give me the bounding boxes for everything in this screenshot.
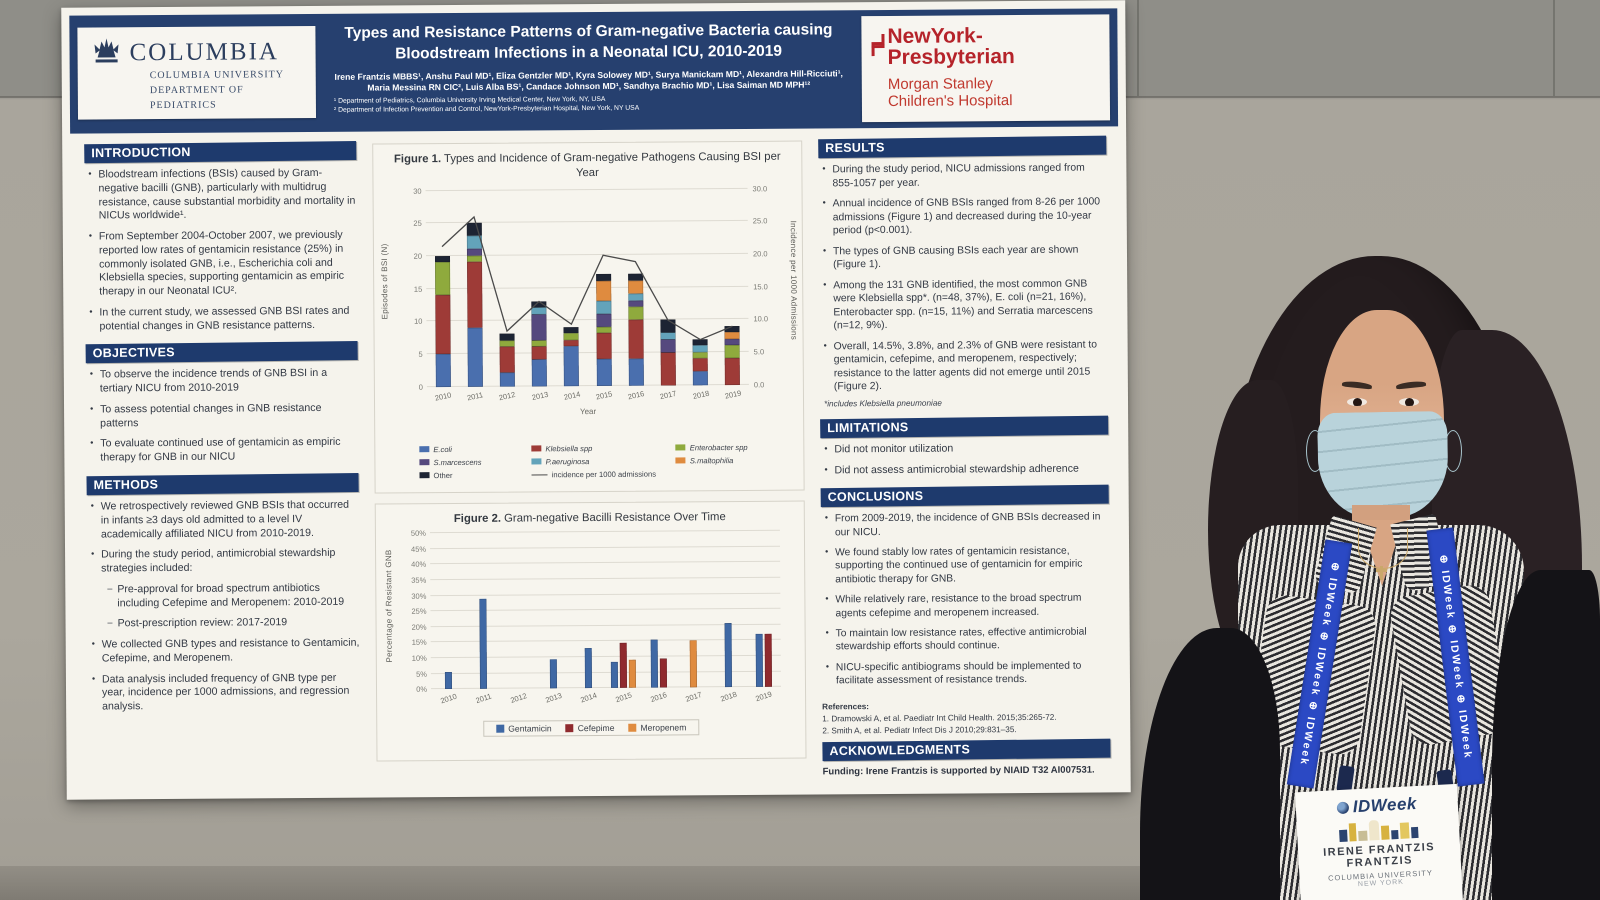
figure1-incidence-line	[426, 188, 749, 386]
blazer-right-shoulder	[1492, 570, 1600, 900]
bullet: To assess potential changes in GNB resis…	[90, 402, 358, 431]
person-eye-right	[1399, 398, 1419, 406]
section-header-results: RESULTS	[818, 135, 1107, 159]
bullet: In the current study, we assessed GNB BS…	[89, 305, 357, 334]
bullet: To evaluate continued use of gentamicin …	[90, 436, 358, 465]
bullet: We found stably low rates of gentamicin …	[825, 544, 1109, 586]
figure2-y-axis-label: Percentage of Resistant GNB	[384, 549, 394, 663]
figure1-plot-area: 0 0.0 5 5.0 10 10.0 15 15.0 20 20.0 25 25.0 30 30.0	[413, 183, 769, 392]
figure1-title: Figure 1. Types and Incidence of Gram-ne…	[393, 150, 781, 180]
bullet: Annual incidence of GNB BSIs ranged from…	[823, 195, 1107, 238]
bullet: Among the 131 GNB identified, the most c…	[823, 277, 1107, 333]
floor-shadow	[0, 866, 1160, 900]
section-header-methods: METHODS	[86, 472, 359, 496]
bullet: Overall, 14.5%, 3.8%, and 2.3% of GNB we…	[824, 338, 1108, 394]
figure1-y-axis-label: Episodes of BSI (N)	[379, 242, 390, 319]
bullet: NICU-specific antibiograms should be imp…	[826, 659, 1110, 688]
poster-authors: Irene Frantzis MBBS¹, Anshu Paul MD¹, El…	[334, 68, 843, 93]
bullet: We retrospectively reviewed GNB BSIs tha…	[91, 499, 359, 542]
poster-affiliations: ¹ Department of Pediatrics, Columbia Uni…	[333, 96, 640, 115]
bullet: The types of GNB causing BSIs each year …	[823, 243, 1107, 272]
bullet: Bloodstream infections (BSIs) caused by …	[88, 167, 356, 224]
bullet: Did not assess antimicrobial stewardship…	[824, 462, 1108, 478]
figure1-card: Figure 1. Types and Incidence of Gram-ne…	[372, 140, 805, 494]
objectives-bullets: To observe the incidence trends of GNB B…	[86, 367, 359, 465]
right-column: RESULTS During the study period, NICU ad…	[818, 134, 1111, 786]
nyp-bracket-icon-2	[871, 44, 885, 57]
introduction-bullets: Bloodstream infections (BSIs) caused by …	[84, 167, 357, 334]
results-bullets: During the study period, NICU admissions…	[818, 161, 1108, 394]
person-eye-left	[1347, 398, 1367, 406]
bullet: From 2009-2019, the incidence of GNB BSI…	[825, 511, 1109, 540]
section-header-limitations: LIMITATIONS	[820, 415, 1109, 438]
sub-bullet: Post-prescription review: 2017-2019	[108, 616, 360, 632]
nyp-bracket-icon	[871, 33, 885, 46]
nyp-logo-box: NewYork- Presbyterian Morgan Stanley Chi…	[861, 14, 1111, 123]
figure2-chart: Percentage of Resistant GNB 0% 5% 10% 15% 20…	[384, 525, 795, 714]
columbia-crown-icon	[91, 37, 121, 68]
bullet: Data analysis included frequency of GNB …	[92, 671, 360, 714]
bullet: During the study period, NICU admissions…	[822, 161, 1106, 190]
limitations-bullets: Did not monitor utilization Did not asse…	[820, 441, 1108, 478]
research-poster: COLUMBIA COLUMBIA UNIVERSITY DEPARTMENT …	[61, 0, 1131, 800]
methods-bullets: We retrospectively reviewed GNB BSIs tha…	[87, 499, 360, 715]
sub-bullet: Pre-approval for broad spectrum antibiot…	[107, 582, 359, 611]
nyp-sub1: Morgan Stanley	[887, 75, 993, 93]
figure2-legend: Gentamicin Cefepime Meropenem	[387, 719, 795, 738]
wall-seam-vertical-2	[1553, 0, 1555, 96]
bullet: We collected GNB types and resistance to…	[92, 637, 360, 666]
figure2-card: Figure 2. Gram-negative Bacilli Resistan…	[374, 500, 807, 762]
left-column: INTRODUCTION Bloodstream infections (BSI…	[84, 140, 361, 792]
necklace-cross	[1376, 566, 1387, 580]
poster-title: Types and Resistance Patterns of Gram-ne…	[344, 21, 833, 63]
bullet: During the study period, antimicrobial s…	[91, 547, 359, 576]
reference-item: 2. Smith A, et al. Pediatr Infect Dis J …	[822, 725, 1017, 736]
conference-badge: IDWeek IRENE FRANTZIS FRANTZIS COLUMBIA …	[1295, 783, 1463, 900]
figure1-y2-axis-label: Incidence per 1000 Admissions	[788, 220, 799, 340]
middle-column: Figure 1. Types and Incidence of Gram-ne…	[372, 137, 807, 790]
title-zone: Types and Resistance Patterns of Gram-ne…	[325, 16, 852, 128]
bullet: From September 2004-October 2007, we pre…	[89, 229, 357, 300]
columbia-logo-box: COLUMBIA COLUMBIA UNIVERSITY DEPARTMENT …	[77, 25, 317, 120]
bullet: To observe the incidence trends of GNB B…	[90, 367, 358, 396]
columbia-sub2: DEPARTMENT OF PEDIATRICS	[149, 84, 244, 112]
necklace-chain	[1358, 528, 1408, 569]
acknowledgments-text: Funding: Irene Frantzis is supported by …	[822, 764, 1095, 778]
bullet: While relatively rare, resistance to the…	[825, 592, 1109, 621]
nyp-sub2: Children's Hospital	[887, 92, 1013, 111]
section-header-acknowledgments: ACKNOWLEDGMENTS	[822, 738, 1111, 762]
idweek-skyline	[1311, 815, 1446, 844]
section-header-introduction: INTRODUCTION	[84, 140, 357, 164]
conclusions-bullets: From 2009-2019, the incidence of GNB BSI…	[821, 511, 1110, 688]
figure1-chart: Episodes of BSI (N) Incidence per 1000 A…	[379, 180, 799, 435]
idweek-wordmark: IDWeek	[1352, 793, 1418, 817]
figure1-legend: E.coli Klebsiella spp Enterobacter spp S.ma…	[419, 442, 793, 480]
blazer-left-shoulder	[1140, 628, 1280, 900]
columbia-wordmark: COLUMBIA	[129, 37, 279, 66]
nyp-line2: Presbyterian	[887, 45, 1015, 69]
poster-content: INTRODUCTION Bloodstream infections (BSI…	[84, 134, 1111, 791]
globe-icon	[1336, 801, 1350, 815]
bullet: To maintain low resistance rates, effect…	[826, 625, 1110, 654]
figure2-plot-area: 0% 5% 10% 15% 20% 25% 30% 35% 40% 45% 50%	[411, 529, 782, 694]
figure1-x-axis-label: Year	[579, 406, 597, 416]
columbia-sub1: COLUMBIA UNIVERSITY	[149, 69, 285, 82]
poster-header: COLUMBIA COLUMBIA UNIVERSITY DEPARTMENT …	[69, 8, 1119, 134]
section-header-conclusions: CONCLUSIONS	[820, 484, 1109, 508]
figure2-x-tick-labels: 2010 2011 2012 2013 2014 2015 2016 2017 2018 2019	[439, 689, 773, 706]
bullet: Did not monitor utilization	[824, 441, 1108, 457]
figure1-x-tick-labels: 2010 2011 2012 2013 2014 2015 2016 2017 2018 2019	[433, 387, 742, 403]
wall-seam-vertical	[1137, 0, 1139, 96]
section-header-objectives: OBJECTIVES	[85, 341, 358, 364]
results-footnote: *includes Klebsiella pneumoniae	[823, 398, 942, 409]
references: References: 1. Dramowski A, et al. Paedi…	[822, 700, 1110, 738]
